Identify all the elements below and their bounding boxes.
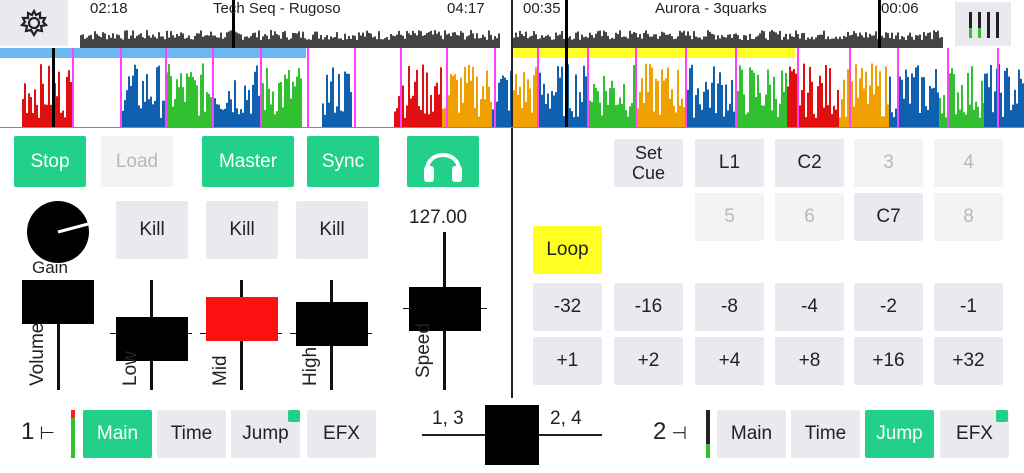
deck1-waveform[interactable] (0, 48, 511, 128)
deck2-efx-indicator (996, 410, 1008, 422)
jump-back-button-5[interactable]: -2 (854, 283, 923, 331)
deck2-overview-waveform[interactable] (513, 0, 943, 48)
deck1-tab-main[interactable]: Main (83, 410, 152, 458)
jump-back-button-2[interactable]: -16 (614, 283, 683, 331)
jump-forward-button-5[interactable]: +16 (854, 337, 923, 385)
level-meter-icon (969, 12, 999, 38)
jump-forward-button-2[interactable]: +2 (614, 337, 683, 385)
kill-mid-button[interactable]: Kill (206, 201, 278, 259)
load-button[interactable]: Load (101, 136, 173, 187)
deck1-number-label: 1 (21, 418, 35, 445)
cue-pad-3[interactable]: 3 (854, 139, 923, 187)
volume-fader-track (57, 280, 60, 390)
jump-back-button-3[interactable]: -8 (695, 283, 764, 331)
speed-fader-knob[interactable] (409, 287, 481, 331)
deck1-progress-bar (0, 48, 306, 58)
deck2-remaining-time: 00:06 (881, 0, 919, 17)
high-eq-knob[interactable] (296, 302, 368, 346)
jump-forward-button-3[interactable]: +4 (695, 337, 764, 385)
mid-eq-label: Mid (210, 355, 231, 386)
speed-label: Speed (413, 323, 434, 378)
set-cue-button[interactable]: Set Cue (614, 139, 683, 187)
deck1-level-meter (71, 410, 75, 458)
kill-low-button[interactable]: Kill (116, 201, 188, 259)
cue-pad-7[interactable]: C7 (854, 193, 923, 241)
kill-high-button[interactable]: Kill (296, 201, 368, 259)
deck2-tab-time[interactable]: Time (791, 410, 860, 458)
deck2-track-title: Aurora - 3quarks (655, 0, 767, 17)
meters-button[interactable] (955, 2, 1011, 46)
deck2-tab-main[interactable]: Main (717, 410, 786, 458)
volume-fader-knob[interactable] (22, 280, 94, 324)
master-button[interactable]: Master (202, 136, 294, 187)
headphones-icon (424, 152, 462, 182)
mid-eq-knob[interactable] (206, 297, 278, 341)
stop-button[interactable]: Stop (14, 136, 86, 187)
loop-button[interactable]: Loop (533, 226, 602, 274)
low-eq-label: Low (120, 351, 141, 386)
deck1-tab-time[interactable]: Time (157, 410, 226, 458)
deck2-level-meter (706, 410, 710, 458)
jump-back-button-4[interactable]: -4 (775, 283, 844, 331)
low-eq-knob[interactable] (116, 317, 188, 361)
deck-divider (511, 0, 513, 398)
deck2-waveform[interactable] (513, 48, 1024, 128)
deck2-indicator: ⊣ (666, 423, 688, 443)
gear-icon (20, 9, 48, 37)
deck1-indicator: ⊢ (34, 423, 56, 443)
crossfader-right-label: 2, 4 (550, 408, 582, 429)
crossfader-knob[interactable] (485, 405, 539, 465)
jump-back-button-1[interactable]: -32 (533, 283, 602, 331)
waveform-bottom-line (0, 127, 1024, 128)
cue-pad-6[interactable]: 6 (775, 193, 844, 241)
deck1-jump-indicator (288, 410, 300, 422)
cue-pad-5[interactable]: 5 (695, 193, 764, 241)
deck2-number-label: 2 (653, 418, 667, 445)
jump-forward-button-4[interactable]: +8 (775, 337, 844, 385)
sync-button[interactable]: Sync (307, 136, 379, 187)
deck1-tab-efx[interactable]: EFX (307, 410, 376, 458)
deck2-loop-region (513, 48, 795, 58)
gain-label: Gain (32, 258, 68, 277)
crossfader-left-label: 1, 3 (432, 408, 464, 429)
cue-pad-8[interactable]: 8 (934, 193, 1003, 241)
deck1-track-title: Tech Seq - Rugoso (213, 0, 341, 17)
deck1-number: 1 ⊢ (21, 418, 55, 446)
set-cue-label: Set Cue (631, 143, 666, 183)
jump-forward-button-1[interactable]: +1 (533, 337, 602, 385)
cue-pad-2[interactable]: C2 (775, 139, 844, 187)
bpm-display: 127.00 (409, 207, 468, 228)
cue-pad-4[interactable]: 4 (934, 139, 1003, 187)
gain-knob[interactable] (22, 200, 96, 264)
high-eq-label: High (300, 346, 321, 386)
volume-label: Volume (27, 322, 48, 386)
deck1-overview-waveform[interactable] (80, 0, 500, 48)
deck1-elapsed-time: 02:18 (90, 0, 128, 17)
cue-pad-1[interactable]: L1 (695, 139, 764, 187)
settings-button[interactable] (0, 0, 68, 46)
jump-back-button-6[interactable]: -1 (934, 283, 1003, 331)
jump-forward-button-6[interactable]: +32 (934, 337, 1003, 385)
deck2-elapsed-time: 00:35 (523, 0, 561, 17)
headphones-cue-button[interactable] (407, 136, 479, 187)
deck2-tab-jump[interactable]: Jump (865, 410, 934, 458)
deck2-number: 2 ⊣ (653, 418, 687, 446)
deck1-remaining-time: 04:17 (447, 0, 485, 17)
